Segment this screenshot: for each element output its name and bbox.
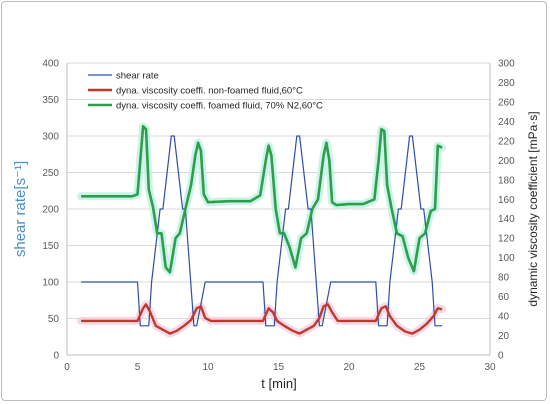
x-tick-4: 20 xyxy=(343,362,355,373)
axes xyxy=(66,63,491,356)
x-axis-title: t [min] xyxy=(261,376,296,391)
legend-label-shear-rate: shear rate xyxy=(116,71,159,82)
series-line-foamed xyxy=(81,125,443,274)
y-right-tick-9: 180 xyxy=(498,175,515,186)
x-tick-1: 5 xyxy=(135,362,141,373)
y-left-axis-title: shear rate[s⁻¹] xyxy=(12,161,29,257)
y-right-tick-7: 140 xyxy=(498,214,515,225)
series-glow-bands xyxy=(77,122,447,338)
x-tick-0: 0 xyxy=(64,362,70,373)
series-lines xyxy=(81,125,443,335)
y-right-tick-2: 40 xyxy=(498,312,510,323)
y-left-tick-6: 300 xyxy=(42,132,59,143)
y-left-tick-5: 250 xyxy=(42,168,59,179)
y-right-tick-8: 160 xyxy=(498,195,515,206)
y-right-tick-1: 20 xyxy=(498,331,510,342)
x-tick-2: 10 xyxy=(202,362,214,373)
series-line-non-foamed xyxy=(81,303,443,335)
series-line-foamed-band xyxy=(77,122,447,277)
y-right-tick-6: 120 xyxy=(498,234,515,245)
y-left-tick-8: 400 xyxy=(42,59,59,70)
x-tick-6: 30 xyxy=(484,362,496,373)
legend-label-non-foamed: dyna. viscosity coeffi. non-foamed fluid… xyxy=(116,86,303,97)
legend-label-foamed: dyna. viscosity coeffi. foamed fluid, 70… xyxy=(116,101,323,112)
y-right-axis-title: dynamic viscosity coefficient [mPa·s] xyxy=(526,111,540,306)
y-right-tick-3: 60 xyxy=(498,292,510,303)
y-right-tick-14: 280 xyxy=(498,78,515,89)
y-right-tick-5: 100 xyxy=(498,253,515,264)
y-right-tick-4: 80 xyxy=(498,273,510,284)
y-left-tick-3: 150 xyxy=(42,241,59,252)
legend: shear rate dyna. viscosity coeffi. non-f… xyxy=(88,71,323,112)
y-right-tick-0: 0 xyxy=(498,351,504,362)
y-left-tick-2: 100 xyxy=(42,278,59,289)
y-right-tick-12: 240 xyxy=(498,117,515,128)
y-right-tick-11: 220 xyxy=(498,136,515,147)
y-right-tick-10: 200 xyxy=(498,156,515,167)
y-left-tick-7: 350 xyxy=(42,95,59,106)
x-tick-labels: 0 5 10 15 20 25 30 xyxy=(64,362,496,373)
series-line-shear-rate xyxy=(81,135,443,327)
y-right-tick-15: 300 xyxy=(498,59,515,70)
x-tick-3: 15 xyxy=(273,362,285,373)
y-left-tick-4: 200 xyxy=(42,205,59,216)
y-left-tick-1: 50 xyxy=(48,314,60,325)
y-right-tick-labels: 0 20 40 60 80 100 120 140 160 180 200 220 240 260 280 3… xyxy=(498,59,515,362)
y-left-tick-labels: 0 50 100 150 200 250 300 350 400 xyxy=(42,59,59,362)
y-left-tick-0: 0 xyxy=(53,351,59,362)
x-tick-5: 25 xyxy=(414,362,426,373)
y-right-tick-13: 260 xyxy=(498,97,515,108)
